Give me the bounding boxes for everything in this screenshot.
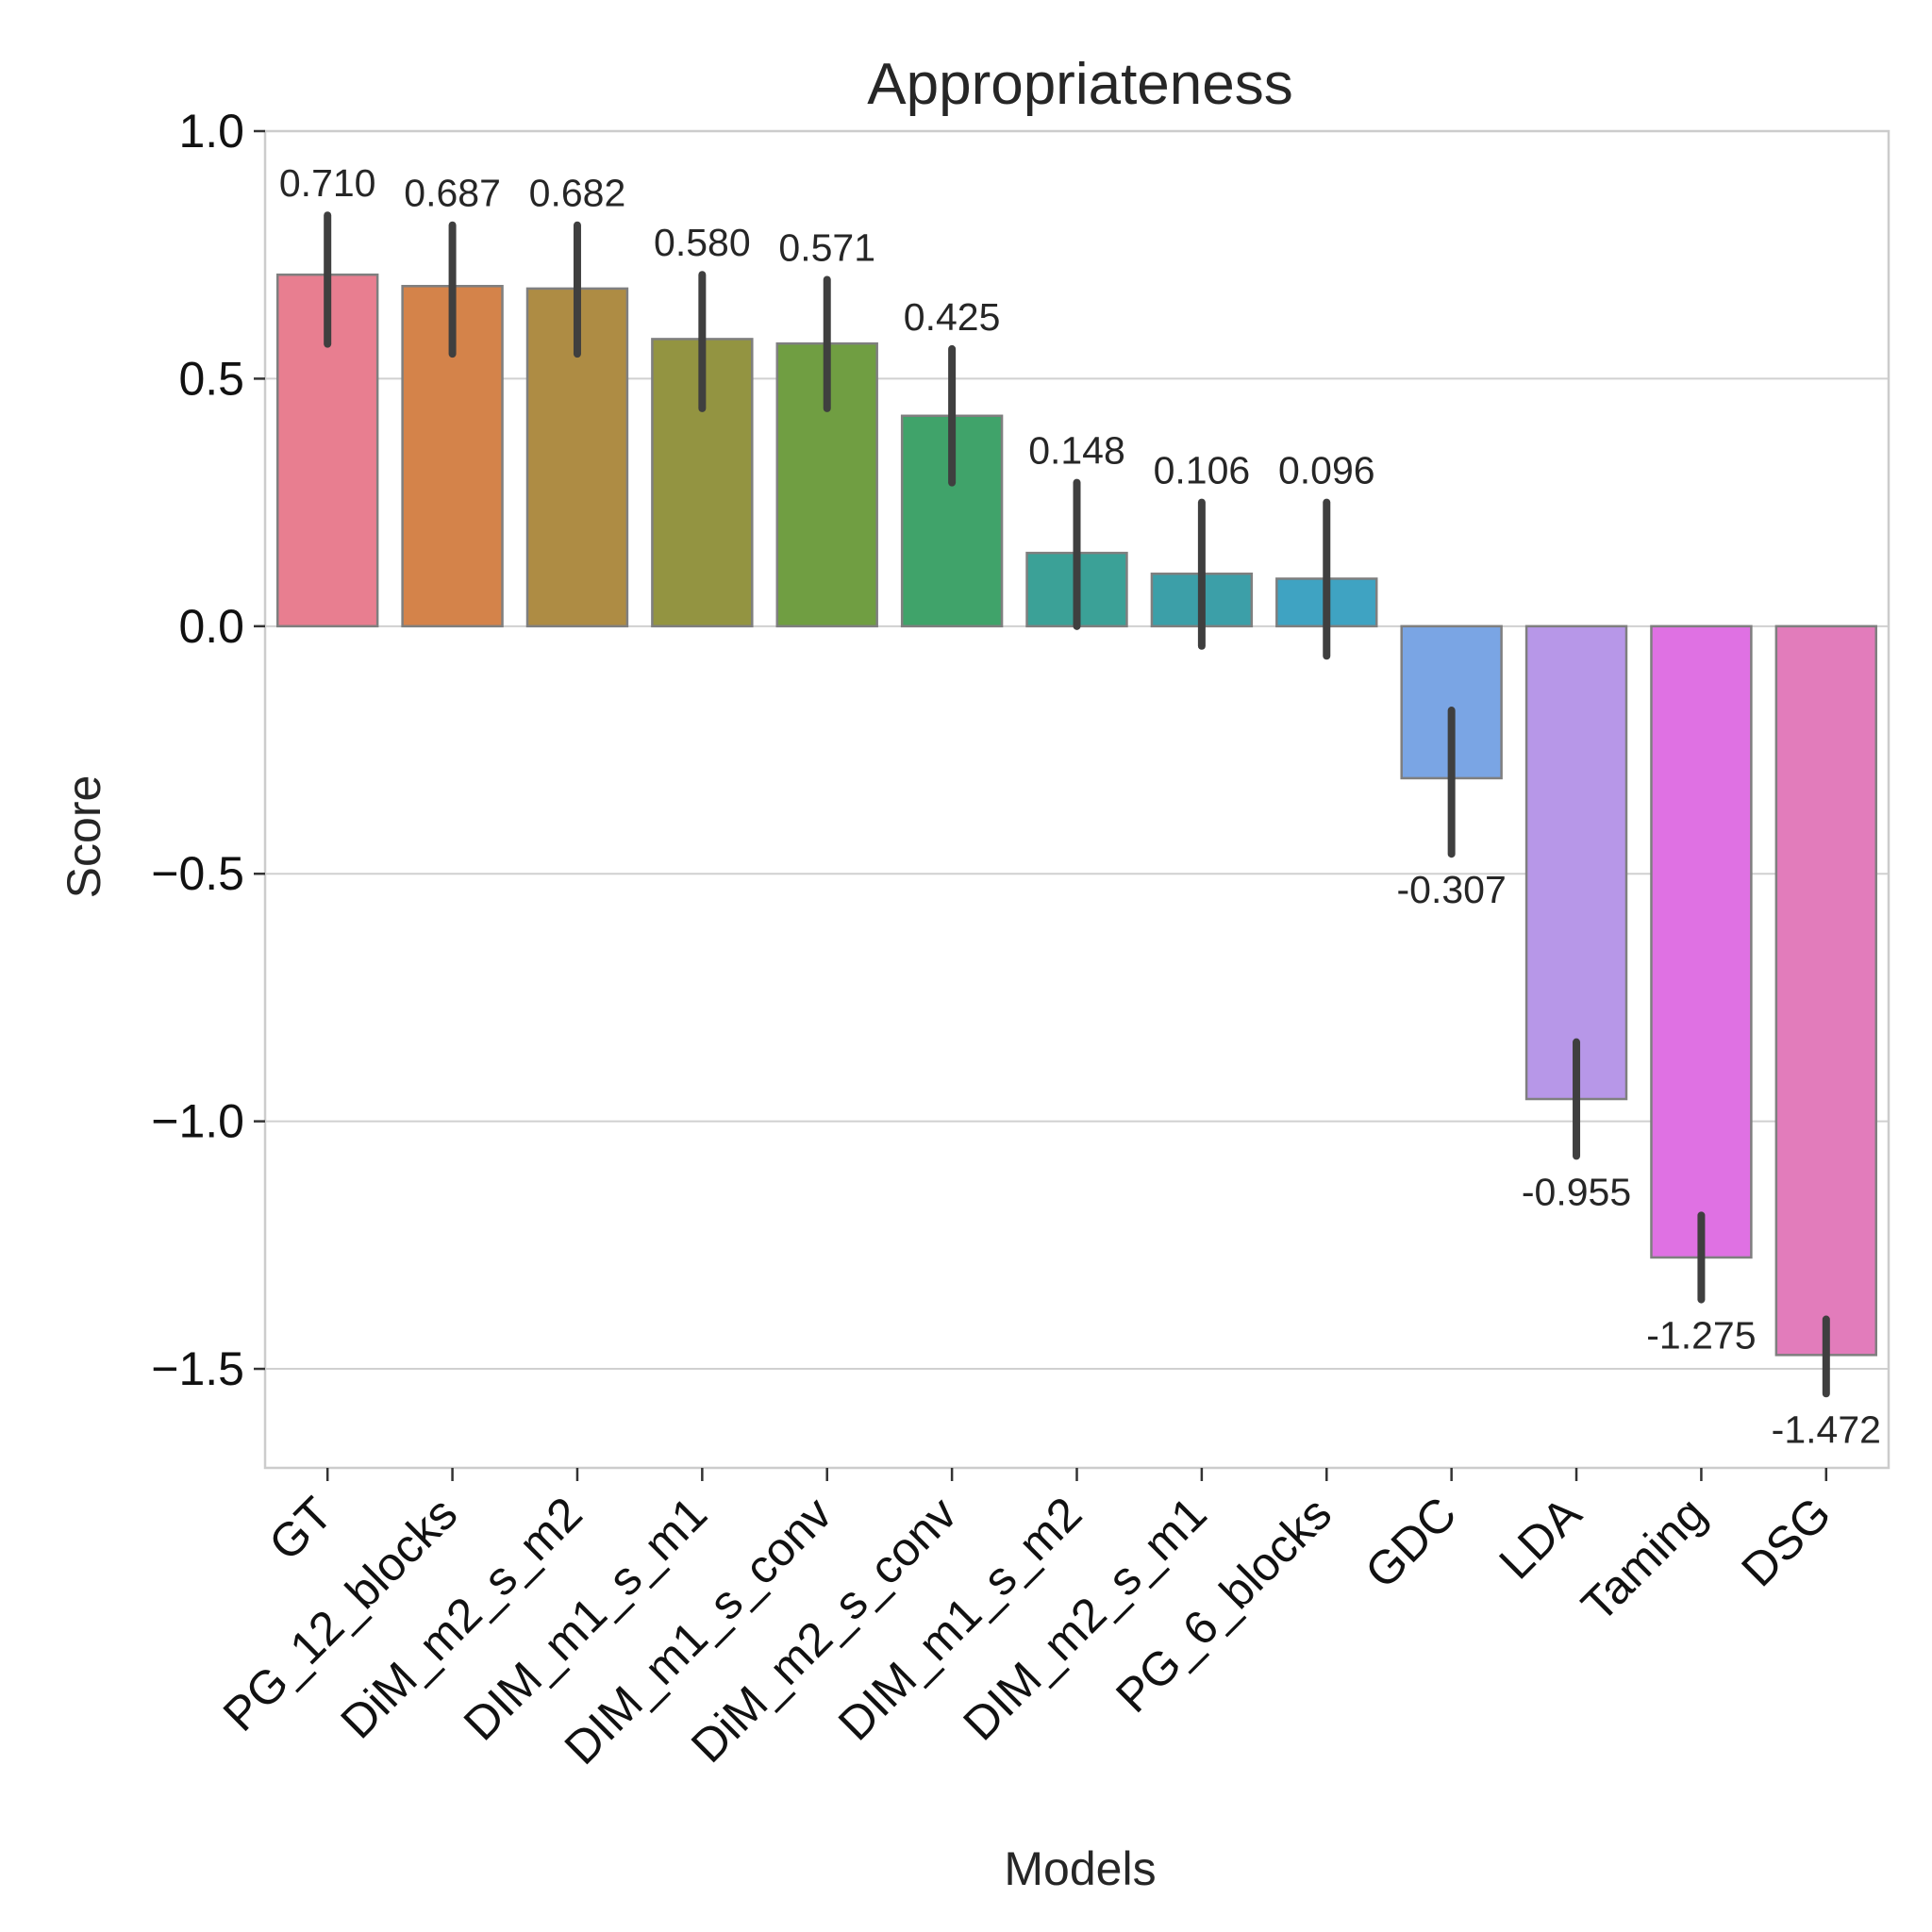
y-tick-label: 0.0 — [178, 600, 244, 653]
y-tick-label: −1.5 — [151, 1342, 244, 1395]
y-tick-label: −0.5 — [151, 847, 244, 900]
error-bars — [324, 211, 1830, 1398]
data-label: 0.096 — [1278, 449, 1375, 492]
data-label: 0.682 — [529, 172, 626, 215]
data-label: -1.275 — [1646, 1314, 1756, 1357]
y-tick-label: −1.0 — [151, 1095, 244, 1148]
data-label: 0.710 — [279, 161, 376, 205]
x-axis-label: Models — [1004, 1842, 1156, 1895]
data-label: 0.106 — [1154, 449, 1251, 492]
data-label: 0.580 — [654, 221, 751, 264]
y-tick-label: 0.5 — [178, 352, 244, 405]
y-axis-label: Score — [58, 775, 110, 899]
data-label: -1.472 — [1772, 1407, 1881, 1451]
data-labels: 0.710 0.687 0.682 0.580 0.571 0.425 0.148 0.106… — [279, 161, 1881, 1451]
bar — [1774, 625, 1878, 1357]
data-label: 0.687 — [404, 172, 501, 215]
chart-title: Appropriateness — [867, 52, 1293, 117]
bar — [1524, 625, 1628, 1101]
data-label: -0.955 — [1522, 1170, 1631, 1213]
data-label: -0.307 — [1397, 868, 1507, 911]
data-label: 0.425 — [904, 295, 1001, 339]
y-tick-label: 1.0 — [178, 105, 244, 158]
y-axis: 1.0 0.5 0.0 −0.5 −1.0 −1.5 — [151, 105, 265, 1395]
bar — [1650, 625, 1753, 1259]
data-label: 0.571 — [778, 225, 875, 269]
data-label: 0.148 — [1028, 429, 1125, 473]
